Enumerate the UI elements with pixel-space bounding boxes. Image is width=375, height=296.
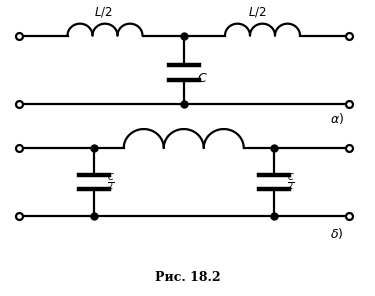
Text: $\frac{C}{2}$: $\frac{C}{2}$ bbox=[287, 171, 295, 193]
Text: $L/2$: $L/2$ bbox=[94, 5, 112, 19]
Text: $C$: $C$ bbox=[197, 72, 208, 85]
Text: Рис. 18.2: Рис. 18.2 bbox=[154, 271, 220, 284]
Text: $L/2$: $L/2$ bbox=[248, 5, 266, 19]
Text: $\frac{C}{2}$: $\frac{C}{2}$ bbox=[107, 171, 115, 193]
Text: $\delta)$: $\delta)$ bbox=[330, 226, 344, 242]
Text: $\alpha)$: $\alpha)$ bbox=[330, 111, 344, 126]
